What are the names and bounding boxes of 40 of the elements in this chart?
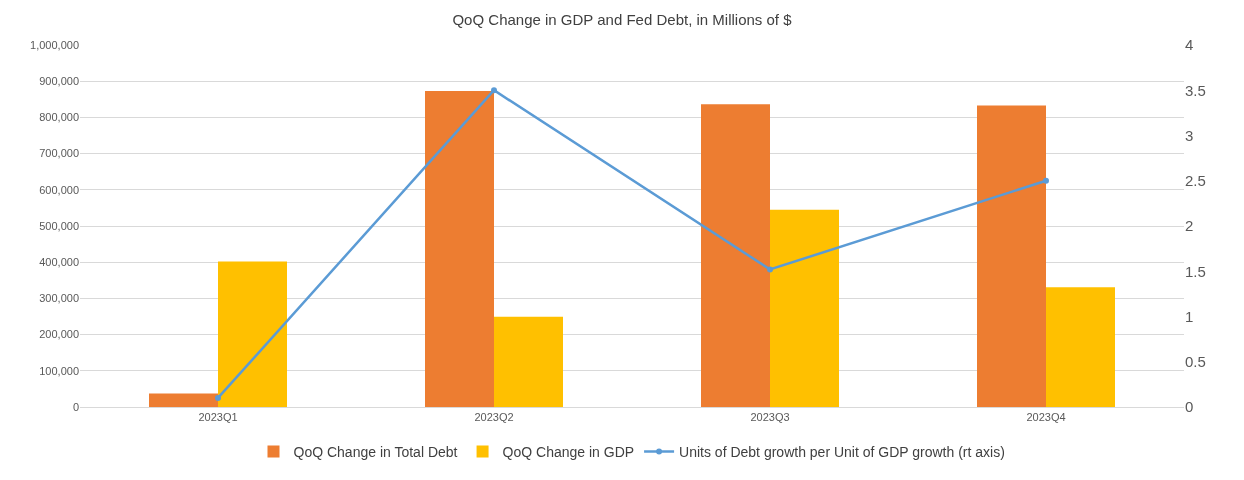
bar bbox=[1046, 287, 1115, 407]
bar bbox=[425, 90, 494, 407]
legend-label: QoQ Change in Total Debt bbox=[293, 444, 458, 461]
y-tick-label: 700,000 bbox=[39, 147, 79, 160]
y2-tick-label: 0.5 bbox=[1185, 353, 1206, 370]
legend-label: QoQ Change in GDP bbox=[502, 444, 635, 461]
y2-tick-label: 2 bbox=[1185, 217, 1194, 235]
chart-title: QoQ Change in GDP and Fed Debt, in Millions of $ bbox=[452, 10, 793, 28]
bar bbox=[149, 393, 218, 407]
x-tick-label: 2023Q1 bbox=[198, 411, 238, 424]
bar bbox=[977, 105, 1046, 407]
point bbox=[491, 87, 497, 94]
y2-tick-label: 3.5 bbox=[1185, 81, 1206, 99]
y-tick-label: 800,000 bbox=[39, 111, 79, 124]
bar bbox=[701, 104, 770, 407]
y-tick-label: 900,000 bbox=[39, 75, 79, 88]
y2-tick-label: 1 bbox=[1185, 307, 1194, 325]
legend-label: Units of Debt growth per Unit of GDP growth (rt axis) bbox=[679, 444, 1005, 461]
y-tick-label: 100,000 bbox=[39, 364, 79, 377]
point bbox=[215, 394, 221, 401]
bar bbox=[494, 316, 563, 407]
y-tick-label: 400,000 bbox=[39, 256, 79, 269]
y2-tick-label: 0 bbox=[1185, 398, 1194, 416]
y-tick-label: 0 bbox=[72, 400, 79, 413]
y-tick-label: 300,000 bbox=[39, 292, 79, 305]
y2-tick-label: 3 bbox=[1185, 126, 1194, 144]
bar bbox=[770, 209, 839, 407]
y-tick-label: 500,000 bbox=[39, 219, 79, 232]
x-tick-label: 2023Q4 bbox=[1026, 411, 1066, 424]
x-tick-label: 2023Q2 bbox=[474, 411, 514, 424]
point bbox=[767, 266, 773, 273]
y-tick-label: 1,000,000 bbox=[30, 38, 79, 51]
y2-tick-label: 2.5 bbox=[1185, 172, 1206, 189]
y2-tick-label: 4 bbox=[1185, 36, 1194, 54]
bar bbox=[218, 261, 287, 407]
point bbox=[1043, 177, 1049, 184]
y2-tick-label: 1.5 bbox=[1185, 262, 1206, 280]
y-tick-label: 200,000 bbox=[39, 328, 79, 341]
y-tick-label: 600,000 bbox=[39, 183, 79, 196]
x-tick-label: 2023Q3 bbox=[750, 411, 790, 424]
